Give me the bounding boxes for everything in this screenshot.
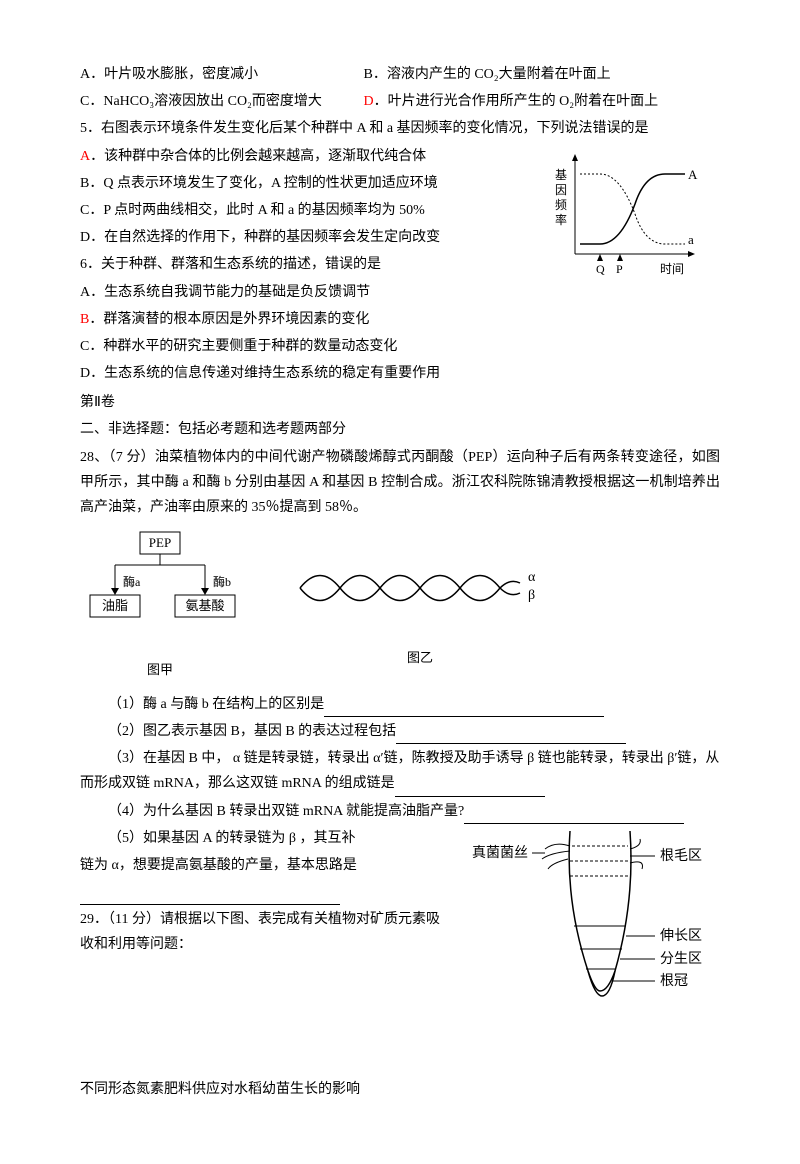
svg-text:频: 频 [555,198,567,212]
q4-options-row2: C．NaHCO₃溶液因放出 CO₂而密度增大 D．叶片进行光合作用所产生的 O₂… [80,89,720,114]
blank-field[interactable] [324,700,604,717]
q29-footer: 不同形态氮素肥料供应对水稻幼苗生长的影响 [80,1077,720,1102]
q4-opt-a: A．叶片吸水膨胀，密度减小 [80,62,360,87]
q28-sub2: （2）图乙表示基因 B，基因 B 的表达过程包括 [80,719,720,744]
q4-opt-d-prefix: D [364,94,374,109]
part2-subtitle: 二、非选择题：包括必考题和选考题两部分 [80,417,720,442]
q28-sub1: （1）酶 a 与酶 b 在结构上的区别是 [80,692,720,717]
root-diagram: 真菌菌丝 根毛区 伸长区 分生区 根冠 [470,821,720,1010]
part2-title: 第Ⅱ卷 [80,390,720,415]
q6-opt-b-rest: ．群落演替的根本原因是外界环境因素的变化 [89,312,369,327]
svg-text:时间: 时间 [660,262,684,276]
q6-opt-d: D．生态系统的信息传递对维持生态系统的稳定有重要作用 [80,361,720,386]
chart-ylabel: 基 [555,168,567,182]
caption-yi: 图乙 [290,646,550,669]
svg-text:PEP: PEP [149,535,171,550]
svg-text:因: 因 [555,183,567,197]
svg-text:α: α [528,570,536,585]
caption-jia: 图甲 [80,658,240,681]
q28-sub2-text: （2）图乙表示基因 B，基因 B 的表达过程包括 [108,724,396,739]
q6-opt-c: C．种群水平的研究主要侧重于种群的数量动态变化 [80,334,720,359]
q28-sub1-text: （1）酶 a 与酶 b 在结构上的区别是 [108,697,324,712]
q4-opt-c: C．NaHCO₃溶液因放出 CO₂而密度增大 [80,89,360,114]
svg-text:伸长区: 伸长区 [660,928,702,944]
svg-text:A: A [688,167,698,182]
q28-sub5b-text: 链为 α，想要提高氨基酸的产量，基本思路是 [80,858,357,873]
blank-field[interactable] [396,727,626,744]
q4-opt-b: B．溶液内产生的 CO₂大量附着在叶面上 [364,67,611,82]
q28-sub4: （4）为什么基因 B 转录出双链 mRNA 就能提高油脂产量? [80,799,720,824]
svg-text:真菌菌丝: 真菌菌丝 [472,845,528,861]
diagram-yi: α β 图乙 [290,543,550,670]
svg-text:氨基酸: 氨基酸 [185,598,224,613]
svg-text:率: 率 [555,212,567,227]
q5-opt-a-rest: ．该种群中杂合体的比例会越来越高，逐渐取代纯合体 [90,149,426,164]
q28-diagrams: PEP 酶a 酶b 油脂 氨基酸 图甲 α β 图乙 [80,530,720,682]
svg-text:β: β [528,588,535,603]
q6-opt-b-prefix: B [80,312,89,327]
svg-text:酶b: 酶b [213,574,231,589]
svg-text:分生区: 分生区 [660,951,702,967]
q28-sub4-text: （4）为什么基因 B 转录出双链 mRNA 就能提高油脂产量? [108,804,464,819]
q4-opt-d-rest: ．叶片进行光合作用所产生的 O₂附着在叶面上 [374,94,659,109]
svg-text:Q: Q [596,262,605,276]
svg-text:根毛区: 根毛区 [660,848,702,864]
gene-frequency-chart: 基 因 频 率 A a Q P 时间 [550,149,720,288]
q6-opt-b: B．群落演替的根本原因是外界环境因素的变化 [80,307,720,332]
svg-text:P: P [616,262,623,276]
q5-opt-a-prefix: A [80,149,90,164]
blank-field[interactable] [395,780,545,797]
svg-text:油脂: 油脂 [102,598,128,613]
q4-options-row1: A．叶片吸水膨胀，密度减小 B．溶液内产生的 CO₂大量附着在叶面上 [80,62,720,87]
svg-text:酶a: 酶a [123,574,141,589]
diagram-jia: PEP 酶a 酶b 油脂 氨基酸 图甲 [80,530,240,682]
blank-field[interactable] [464,807,684,824]
svg-text:根冠: 根冠 [660,973,688,989]
q5-stem: 5．右图表示环境条件发生变化后某个种群中 A 和 a 基因频率的变化情况，下列说… [80,116,720,141]
q28-stem: 28、（7 分）油菜植物体内的中间代谢产物磷酸烯醇式丙酮酸（PEP）运向种子后有… [80,445,720,521]
q29-stem: 29．（11 分）请根据以下图、表完成有关植物对矿质元素吸收和利用等问题： [80,907,440,957]
svg-text:a: a [688,232,694,247]
q28-sub3: （3）在基因 B 中， α 链是转录链，转录出 α′链，陈教授及助手诱导 β 链… [80,746,720,796]
blank-field[interactable] [80,888,340,905]
